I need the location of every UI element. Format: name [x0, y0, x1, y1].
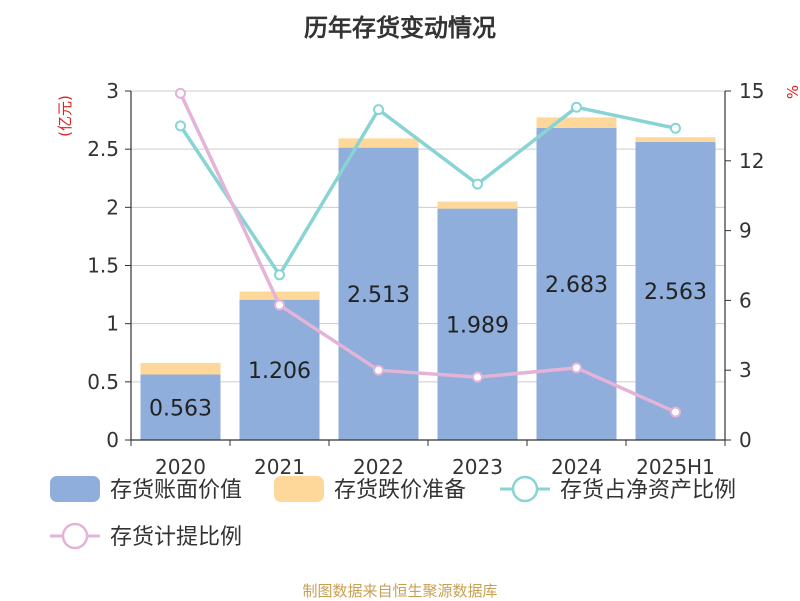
left-tick-label: 1.5 [87, 254, 119, 278]
x-tick-label: 2022 [353, 455, 404, 479]
point-impairment-ratio [571, 362, 582, 374]
legend-inventory-book-value: 存货账面价值 [50, 476, 242, 503]
point-inventory-to-net-assets [571, 101, 582, 113]
bar-inventory-impairment-reserve [239, 291, 320, 300]
bar-inventory-impairment-reserve [536, 117, 617, 128]
left-tick-label: 2.5 [87, 137, 119, 161]
legend-marker [61, 522, 89, 550]
right-tick-label: 3 [739, 358, 752, 382]
point-inventory-to-net-assets [670, 122, 681, 134]
bar-value-label: 2.683 [545, 273, 608, 298]
legend-impairment-ratio: 存货计提比例 [50, 522, 242, 550]
point-impairment-ratio [175, 87, 186, 99]
source-note: 制图数据来自恒生聚源数据库 [302, 582, 498, 600]
bar-inventory-impairment-reserve [635, 137, 716, 142]
x-tick-label: 2021 [254, 455, 305, 479]
bar-value-label: 2.513 [347, 283, 410, 308]
x-tick-label: 2025H1 [636, 455, 715, 479]
bar-value-label: 2.563 [644, 280, 707, 305]
series-line-impairment-ratio [178, 92, 677, 414]
right-tick-label: 9 [739, 219, 752, 243]
x-tick-label: 2020 [155, 455, 206, 479]
legend-marker [511, 475, 539, 503]
bar-inventory-book-value [536, 127, 617, 440]
legend-label: 存货占净资产比例 [560, 478, 736, 503]
series-line-inventory-to-net-assets [179, 105, 676, 279]
left-tick-label: 3 [106, 79, 119, 103]
point-inventory-to-net-assets [175, 120, 186, 132]
legend-swatch [274, 476, 324, 502]
legend-label: 存货跌价准备 [334, 478, 466, 503]
right-tick-label: 15 [739, 79, 764, 103]
x-tick-label: 2024 [551, 455, 602, 479]
legend-inventory-impairment-reserve: 存货跌价准备 [274, 476, 466, 503]
bars [140, 117, 716, 441]
left-tick-label: 2 [106, 195, 119, 219]
point-impairment-ratio [274, 299, 285, 311]
bar-value-label: 0.563 [149, 396, 212, 421]
point-impairment-ratio [373, 364, 384, 376]
x-tick-label: 2023 [452, 455, 503, 479]
chart-title: 历年存货变动情况 [304, 14, 496, 42]
left-tick-label: 0.5 [87, 370, 119, 394]
legend-inventory-to-net-assets: 存货占净资产比例 [500, 475, 736, 503]
left-axis-unit: (亿元) [56, 95, 74, 137]
left-tick-label: 0 [106, 428, 119, 452]
series-lines [175, 87, 681, 418]
point-inventory-to-net-assets [472, 178, 483, 190]
bar-inventory-impairment-reserve [338, 138, 419, 148]
legend-label: 存货计提比例 [110, 525, 242, 550]
left-tick-label: 1 [106, 312, 119, 336]
legend-label: 存货账面价值 [110, 478, 242, 503]
right-tick-label: 12 [739, 149, 764, 173]
right-tick-label: 0 [739, 428, 752, 452]
point-impairment-ratio [472, 371, 483, 383]
bar-inventory-book-value [338, 147, 419, 440]
bar-inventory-impairment-reserve [140, 362, 221, 375]
bar-inventory-book-value [140, 374, 221, 440]
point-inventory-to-net-assets [373, 104, 384, 116]
right-tick-label: 6 [739, 288, 752, 312]
right-axis-unit: % [784, 85, 800, 99]
axes: 0 0.5 1 1.5 2 2.5 3 0 3 6 9 12 15 (亿元)% 2020 2021 2022 20… [56, 79, 800, 479]
bar-inventory-impairment-reserve [437, 201, 518, 209]
bar-inventory-book-value [635, 141, 716, 441]
point-inventory-to-net-assets [274, 269, 285, 281]
bar-inventory-book-value [437, 208, 518, 440]
bar-value-label: 1.206 [248, 359, 311, 384]
bar-value-label: 1.989 [446, 313, 509, 338]
data-labels: 0.563 1.206 2.513 1.989 2.683 2.563 [149, 273, 707, 421]
point-impairment-ratio [670, 406, 681, 418]
legend-swatch [50, 476, 100, 502]
